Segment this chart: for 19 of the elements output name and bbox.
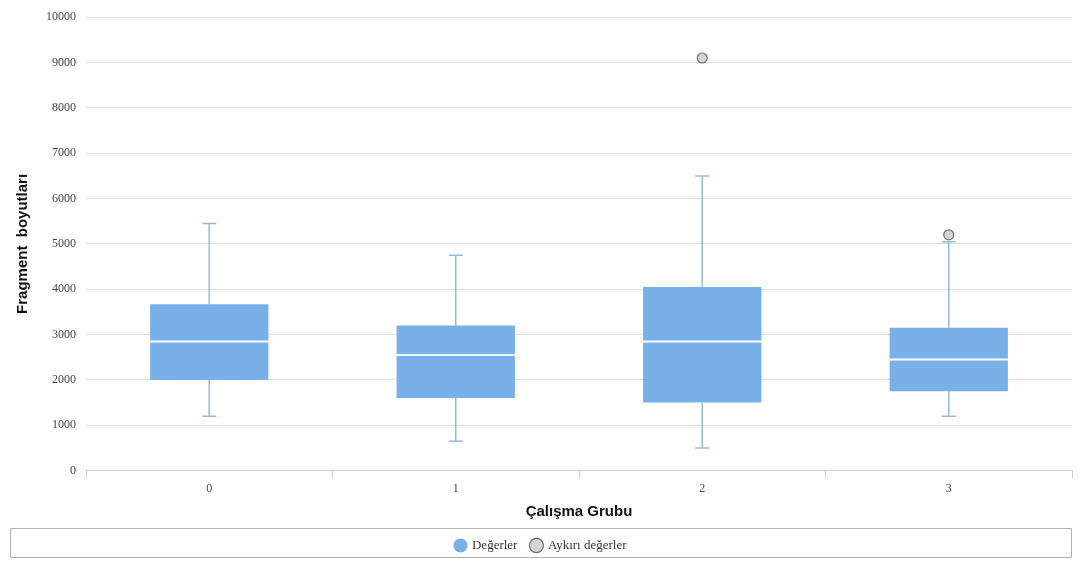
- legend-label: Değerler: [471, 536, 519, 552]
- y-tick-label: 9000: [52, 54, 76, 69]
- x-tick-label: 0: [206, 480, 213, 495]
- legend-label: Aykırı değerler: [547, 536, 628, 552]
- x-tick-label: 1: [452, 480, 459, 495]
- y-axis-title: Fragment boyutları: [13, 173, 31, 314]
- y-tick-label: 10000: [46, 9, 76, 24]
- y-tick-label: 3000: [52, 326, 76, 341]
- y-tick-label: 0: [70, 462, 76, 477]
- x-tick-label: 2: [699, 480, 706, 495]
- y-tick-label: 1000: [52, 417, 76, 432]
- x-axis-title: Çalışma Grubu: [525, 502, 633, 520]
- y-tick-label: 5000: [52, 236, 76, 251]
- y-tick-label: 2000: [52, 372, 76, 387]
- y-tick-label: 4000: [52, 281, 76, 296]
- y-tick-label: 6000: [52, 190, 76, 205]
- y-tick-label: 7000: [52, 145, 76, 160]
- y-tick-label: 8000: [52, 100, 76, 115]
- x-tick-label: 3: [945, 480, 952, 495]
